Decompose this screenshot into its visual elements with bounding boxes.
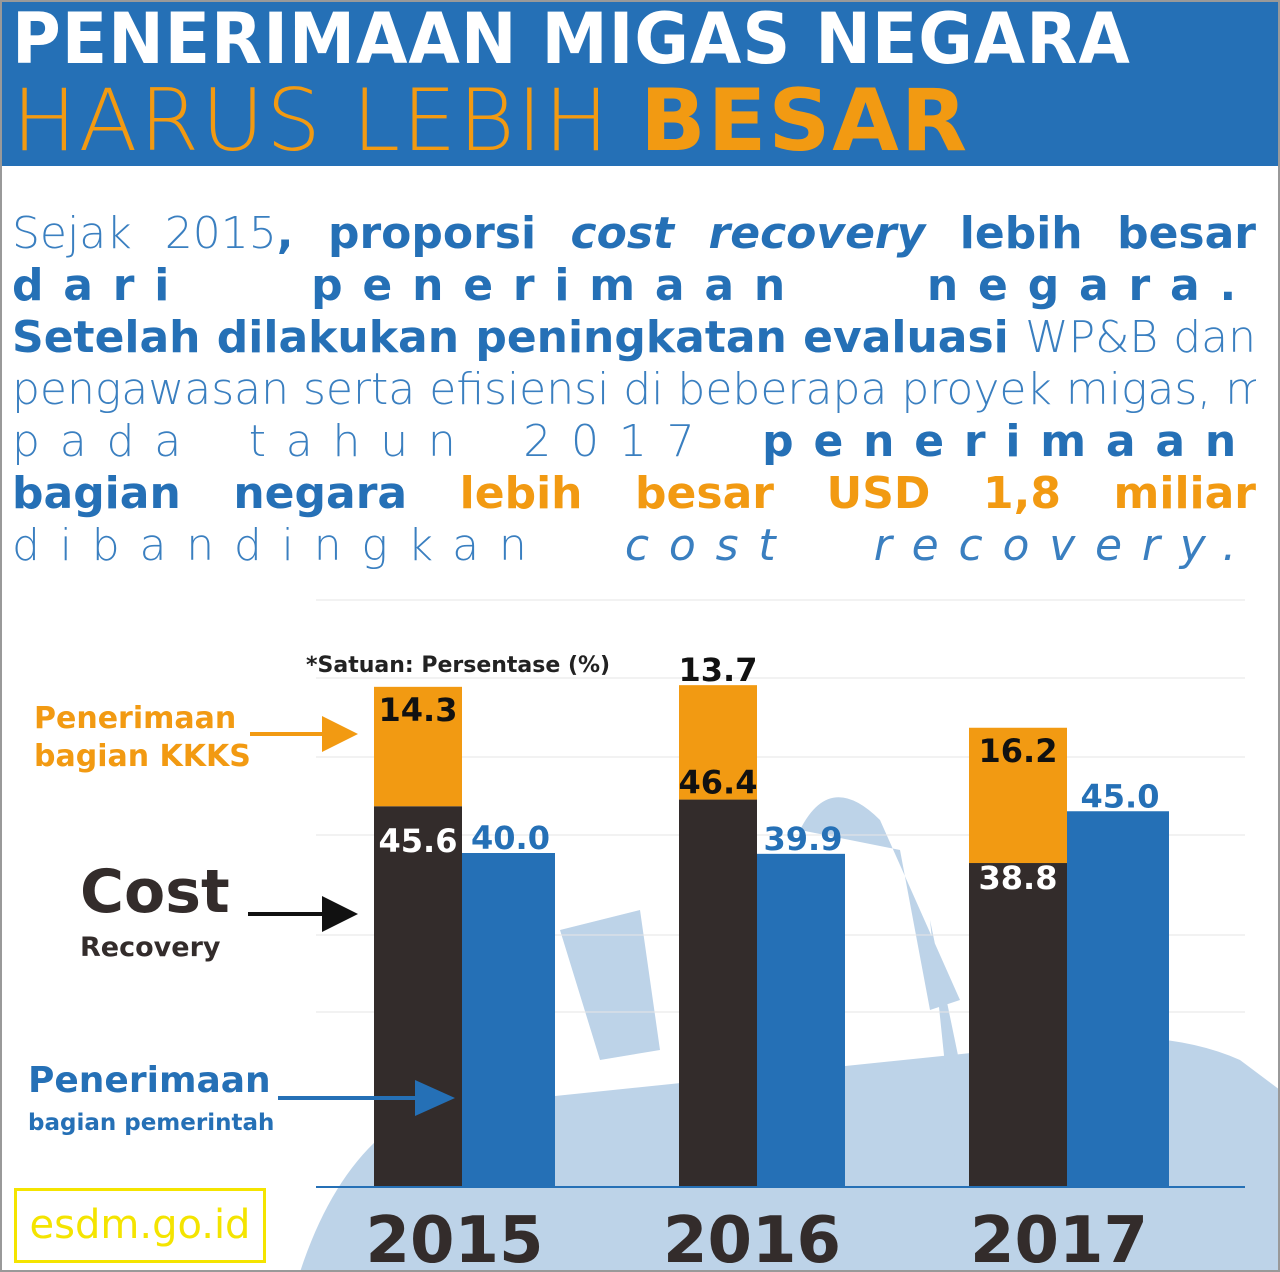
bar-chart: 14.3 45.6 40.0 13.7 46.439.9 16.2 38.8 45.0 *Sa…: [28, 599, 1280, 1272]
title-bold: BESAR: [640, 71, 970, 166]
bar-kkks: [374, 686, 462, 807]
description-paragraph: Sejak 2015, proporsi cost recovery lebih…: [12, 208, 1256, 572]
paragraph-segment: bagian negara: [12, 468, 460, 519]
label-government: 39.9: [764, 820, 843, 858]
paragraph-segment: Setelah dilakukan peningkatan evaluasi: [12, 312, 1026, 363]
bar-kkks: [679, 685, 757, 800]
paragraph-segment: Sejak 2015: [12, 208, 277, 259]
title-line-1: PENERIMAAN MIGAS NEGARA: [12, 0, 1131, 80]
arrow-gov-icon: [415, 1080, 455, 1116]
paragraph-segment: dibandingkan: [12, 520, 625, 571]
label-government: 40.0: [471, 819, 550, 857]
legend-gov-2: bagian pemerintah: [28, 1110, 274, 1136]
label-government: 45.0: [1081, 777, 1160, 815]
paragraph-segment: lebih besar USD 1,8 miliar: [459, 468, 1256, 519]
label-kkks: 16.2: [979, 732, 1058, 770]
paragraph-line: pada tahun 2017 penerimaan: [12, 416, 1256, 468]
paragraph-segment: , proporsi: [276, 208, 571, 259]
paragraph-segment: pada tahun 2017: [12, 416, 763, 467]
paragraph-line: dibandingkan cost recovery.: [12, 520, 1256, 572]
legend-gov-1: Penerimaan: [28, 1060, 271, 1101]
label-kkks: 13.7: [679, 651, 758, 689]
paragraph-segment: lebih besar: [925, 208, 1256, 259]
paragraph-line: bagian negara lebih besar USD 1,8 miliar: [12, 468, 1256, 520]
legend-arrows: [248, 716, 455, 1116]
paragraph-line: Sejak 2015, proporsi cost recovery lebih…: [12, 208, 1256, 260]
title-light: HARUS LEBIH: [12, 71, 641, 166]
x-tick-label: 2016: [663, 1204, 841, 1272]
paragraph-segment: cost recovery.: [624, 520, 1256, 571]
paragraph-line: pengawasan serta efisiensi di beberapa p…: [12, 364, 1256, 416]
x-tick-label: 2015: [365, 1204, 543, 1272]
paragraph-segment: penerimaan: [762, 416, 1256, 467]
label-cost: 45.6: [379, 822, 458, 860]
paragraph-segment: pengawasan serta efisiensi di beberapa p…: [12, 364, 1256, 415]
label-kkks: 14.3: [379, 691, 458, 729]
unit-note: *Satuan: Persentase (%): [306, 653, 610, 678]
label-cost: 46.4: [679, 764, 758, 802]
arrow-kkks-icon: [322, 716, 358, 752]
bar-government: [1067, 811, 1169, 1187]
paragraph-segment: WP&B dan: [1025, 312, 1256, 363]
legend-kkks-2: bagian KKKS: [34, 739, 251, 774]
paragraph-line: Setelah dilakukan peningkatan evaluasi W…: [12, 312, 1256, 364]
bar-kkks: [969, 727, 1067, 864]
arrow-cost-icon: [322, 896, 358, 932]
header-banner: PENERIMAAN MIGAS NEGARA HARUS LEBIH BESA…: [0, 0, 1280, 166]
paragraph-segment: dari penerimaan negara.: [12, 260, 1256, 311]
bar-government: [462, 853, 555, 1187]
bar-cost-recovery: [679, 799, 757, 1187]
paragraph-segment: cost recovery: [570, 208, 926, 259]
legend-cost-2: Recovery: [80, 932, 221, 963]
bar-cost-recovery: [374, 806, 462, 1187]
label-cost: 38.8: [979, 859, 1058, 897]
x-tick-label: 2017: [970, 1204, 1148, 1272]
title-line-2: HARUS LEBIH BESAR: [12, 78, 969, 164]
legend-kkks-1: Penerimaan: [34, 701, 236, 736]
legend-cost-1: Cost: [80, 857, 230, 927]
bar-cost-recovery: [969, 863, 1067, 1187]
website-link[interactable]: esdm.go.id: [14, 1188, 266, 1263]
bar-government: [757, 853, 845, 1187]
paragraph-line: dari penerimaan negara.: [12, 260, 1256, 312]
